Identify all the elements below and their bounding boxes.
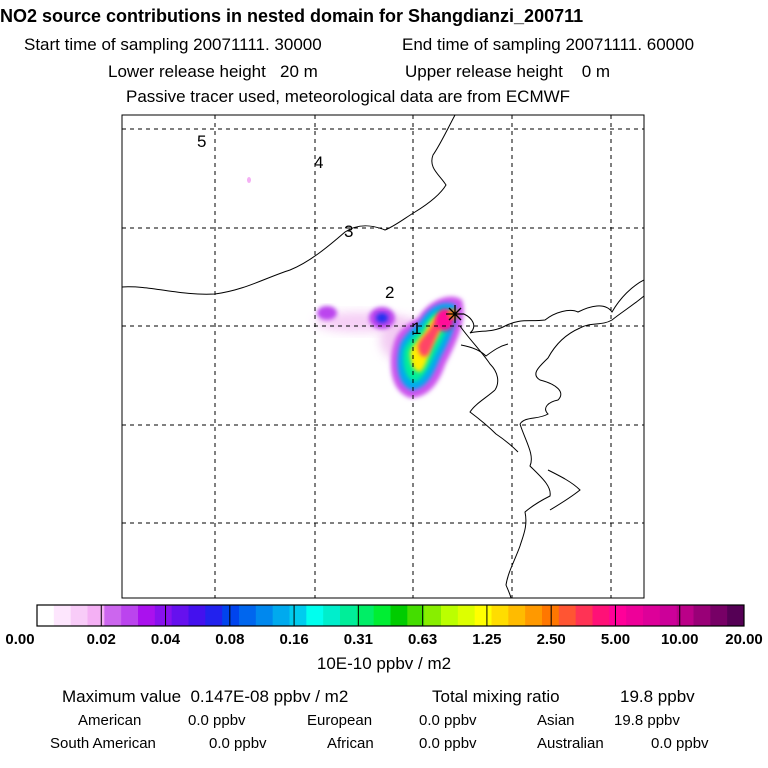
south-american-label: South American (50, 735, 156, 752)
colorbar-cell (457, 605, 476, 626)
asian-label: Asian (537, 712, 575, 729)
colorbar-cell (525, 605, 543, 626)
colorbar-label-11: 20.00 (725, 631, 763, 648)
coastline-paths (122, 115, 644, 598)
colorbar-cell (575, 605, 593, 626)
colorbar-cell (356, 605, 375, 626)
colorbar-cell (491, 605, 509, 626)
max-value-label: Maximum value 0.147E-08 ppbv / m2 (62, 687, 349, 706)
colorbar-cell (121, 605, 139, 626)
colorbar-cell (373, 605, 391, 626)
upper-release-height-label: Upper release height 0 m (405, 62, 611, 81)
colorbar-cell (609, 605, 627, 626)
colorbar-cell (626, 605, 644, 626)
total-mixing-label: Total mixing ratio (432, 687, 560, 706)
lat-lon-grid (122, 115, 644, 598)
american-value: 0.0 ppbv (188, 712, 246, 729)
colorbar-cell (727, 605, 745, 626)
colorbar-cell (87, 605, 105, 626)
region-label-2: 2 (385, 283, 394, 302)
colorbar-cell (205, 605, 223, 626)
colorbar-units: 10E-10 ppbv / m2 (316, 654, 452, 673)
colorbar-cell (542, 605, 560, 626)
european-value: 0.0 ppbv (419, 712, 477, 729)
colorbar-cell (239, 605, 257, 626)
colorbar-cell (710, 605, 728, 626)
colorbar-cell (37, 605, 55, 626)
region-label-3: 3 (344, 222, 353, 241)
colorbar-label-7: 1.25 (472, 631, 502, 648)
asian-value: 19.8 ppbv (614, 712, 680, 729)
region-label-5: 5 (197, 132, 206, 151)
end-time-label: End time of sampling 20071111. 60000 (402, 35, 695, 54)
colorbar-cell (676, 605, 694, 626)
lower-release-height-label: Lower release height 20 m (108, 62, 318, 81)
colorbar-label-8: 2.50 (536, 631, 566, 648)
colorbar-label-10: 10.00 (660, 631, 699, 648)
colorbar-cell (171, 605, 189, 626)
south-american-value: 0.0 ppbv (209, 735, 267, 752)
colorbar-label-6: 0.63 (408, 631, 438, 648)
colorbar-cell (306, 605, 324, 626)
colorbar-cell (424, 605, 442, 626)
colorbar-cell (70, 605, 88, 626)
star-marker (446, 305, 464, 323)
colorbar-cell (390, 605, 408, 626)
colorbar-cell (188, 605, 206, 626)
colorbar-cell (272, 605, 290, 626)
region-label-4: 4 (314, 153, 323, 172)
colorbar-cell (659, 605, 678, 626)
colorbar-label-2: 0.04 (150, 631, 181, 648)
colorbar-cell (255, 605, 274, 626)
colorbar-label-1: 0.02 (86, 631, 116, 648)
colorbar-label-5: 0.31 (343, 631, 373, 648)
american-label: American (78, 712, 142, 729)
colorbar-cell (154, 605, 173, 626)
colorbar-cell (558, 605, 577, 626)
colorbar-label-3: 0.08 (215, 631, 245, 648)
colorbar (36, 604, 745, 627)
region-label-1: 1 (412, 319, 421, 338)
colorbar-cell (222, 605, 240, 626)
tracer-info-label: Passive tracer used, meteorological data… (126, 87, 571, 106)
african-value: 0.0 ppbv (419, 735, 477, 752)
colorbar-label-9: 5.00 (600, 631, 631, 648)
colorbar-cell (323, 605, 341, 626)
european-label: European (307, 712, 373, 729)
colorbar-cell (508, 605, 526, 626)
start-time-label: Start time of sampling 20071111. 30000 (24, 35, 322, 54)
concentration-plume (247, 177, 464, 398)
colorbar-cell (340, 605, 358, 626)
australian-label: Australian (537, 735, 604, 752)
colorbar-cell (441, 605, 459, 626)
african-label: African (327, 735, 374, 752)
map-frame (121, 114, 645, 599)
chart-title: NO2 source contributions in nested domai… (0, 6, 584, 26)
colorbar-cell (407, 605, 425, 626)
colorbar-cell (53, 605, 72, 626)
australian-value: 0.0 ppbv (651, 735, 709, 752)
colorbar-cell (643, 605, 661, 626)
colorbar-cell (474, 605, 492, 626)
colorbar-label-0: 0.00 (5, 631, 35, 648)
colorbar-cells (36, 605, 745, 626)
colorbar-cell (138, 605, 156, 626)
colorbar-cell (289, 605, 307, 626)
colorbar-label-4: 0.16 (279, 631, 309, 648)
colorbar-frame (36, 604, 745, 627)
colorbar-cell (104, 605, 122, 626)
colorbar-cell (693, 605, 711, 626)
total-mixing-value: 19.8 ppbv (620, 687, 695, 706)
colorbar-cell (592, 605, 610, 626)
